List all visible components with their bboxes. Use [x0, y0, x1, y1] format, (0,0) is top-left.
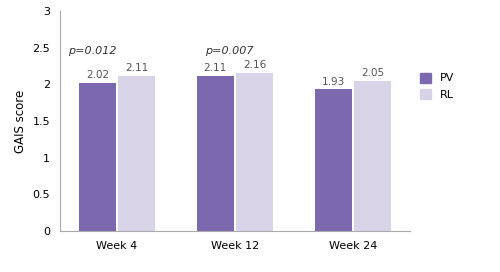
Bar — [196, 76, 234, 231]
Text: 2.02: 2.02 — [86, 70, 109, 80]
Text: 2.05: 2.05 — [361, 68, 384, 78]
Bar — [314, 89, 352, 231]
Bar — [354, 81, 392, 231]
Bar — [236, 73, 274, 231]
Text: 1.93: 1.93 — [322, 76, 345, 86]
Y-axis label: GAIS score: GAIS score — [14, 89, 27, 153]
Text: p=0.012: p=0.012 — [68, 47, 116, 56]
Bar — [118, 76, 156, 231]
Text: 2.16: 2.16 — [243, 60, 266, 70]
Text: p=0.007: p=0.007 — [206, 47, 254, 56]
Bar — [78, 83, 116, 231]
Text: 2.11: 2.11 — [204, 63, 227, 73]
Text: 2.11: 2.11 — [125, 63, 148, 73]
Legend: PV, RL: PV, RL — [419, 72, 456, 101]
